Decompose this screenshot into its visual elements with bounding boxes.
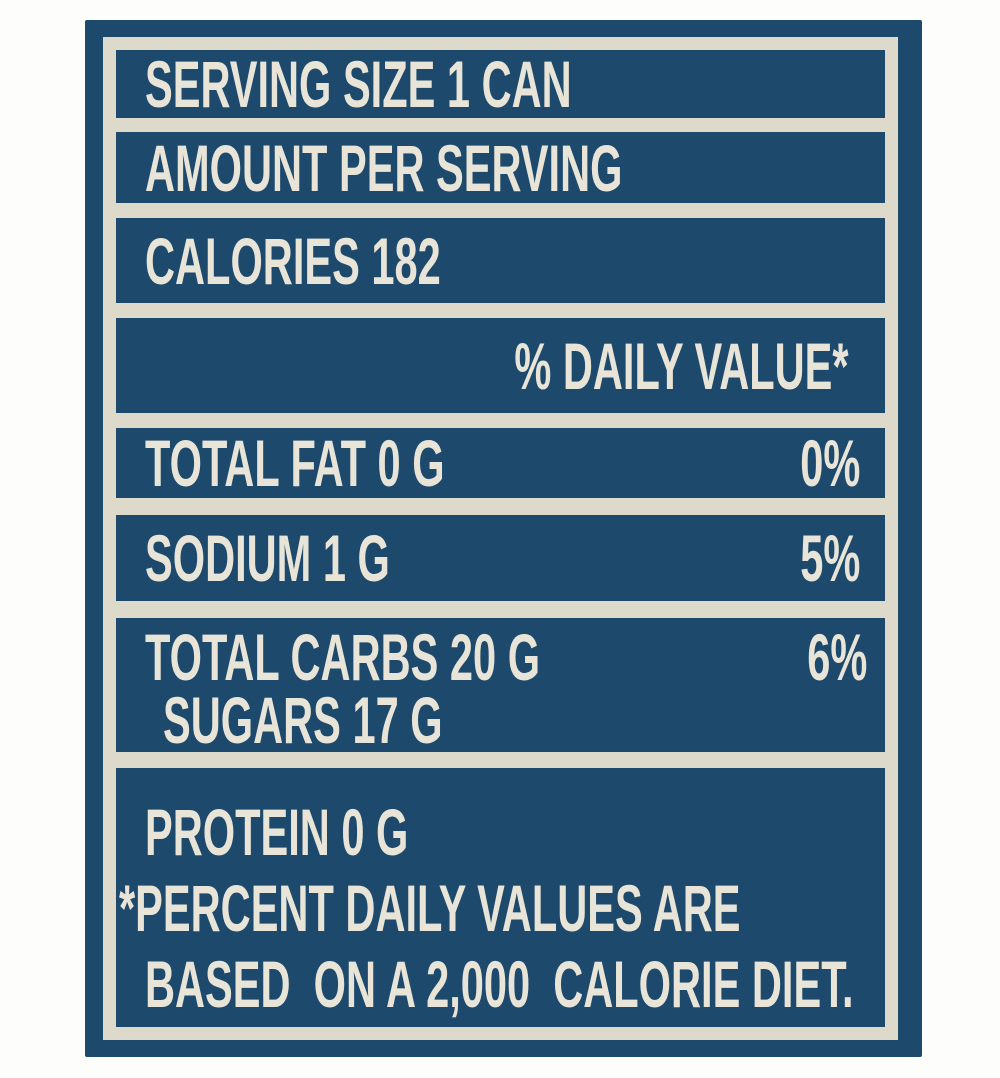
protein-line: PROTEIN 0 G (116, 794, 885, 870)
row-divider (116, 203, 885, 218)
row-calories: CALORIES 182 (116, 218, 885, 303)
footnote-text-2: BASED ON A 2,000 CALORIE DIET. (145, 947, 854, 1021)
row-divider (116, 601, 885, 618)
amount-per-serving-text: AMOUNT PER SERVING (145, 130, 623, 205)
sugars-line: SUGARS 17 G (116, 682, 885, 757)
nutrition-label-panel: SERVING SIZE 1 CAN AMOUNT PER SERVING CA… (85, 20, 922, 1057)
row-divider (116, 752, 885, 768)
label-frame: SERVING SIZE 1 CAN AMOUNT PER SERVING CA… (103, 37, 898, 1040)
row-serving-size: SERVING SIZE 1 CAN (116, 50, 885, 118)
row-divider (116, 303, 885, 318)
total-fat-text: TOTAL FAT 0 G (145, 426, 445, 500)
protein-text: PROTEIN 0 G (145, 795, 409, 869)
footnote-line-2: BASED ON A 2,000 CALORIE DIET. (116, 946, 885, 1022)
sodium-text: SODIUM 1 G (145, 521, 390, 595)
row-divider (116, 413, 885, 428)
calories-text: CALORIES 182 (145, 223, 441, 298)
sodium-percent: 5% (799, 521, 860, 595)
sugars-text: SUGARS 17 G (163, 682, 443, 757)
row-amount-per-serving: AMOUNT PER SERVING (116, 132, 885, 203)
footnote-line-1: *PERCENT DAILY VALUES ARE (116, 870, 885, 946)
row-protein-footnote: PROTEIN 0 G *PERCENT DAILY VALUES ARE BA… (116, 768, 885, 1027)
total-carbs-line: TOTAL CARBS 20 G 6% (116, 619, 885, 694)
daily-value-header-text: % DAILY VALUE* (514, 328, 849, 403)
row-sodium: SODIUM 1 G 5% (116, 515, 885, 601)
row-total-fat: TOTAL FAT 0 G 0% (116, 428, 885, 498)
row-divider (116, 498, 885, 515)
serving-size-text: SERVING SIZE 1 CAN (145, 47, 572, 121)
row-daily-value-header: % DAILY VALUE* (116, 318, 885, 413)
total-fat-percent: 0% (799, 426, 860, 500)
total-carbs-percent: 6% (807, 619, 868, 694)
footnote-text-1: *PERCENT DAILY VALUES ARE (119, 871, 741, 945)
total-carbs-text: TOTAL CARBS 20 G (145, 619, 541, 694)
row-total-carbs: TOTAL CARBS 20 G 6% SUGARS 17 G (116, 618, 885, 757)
row-divider (116, 118, 885, 132)
